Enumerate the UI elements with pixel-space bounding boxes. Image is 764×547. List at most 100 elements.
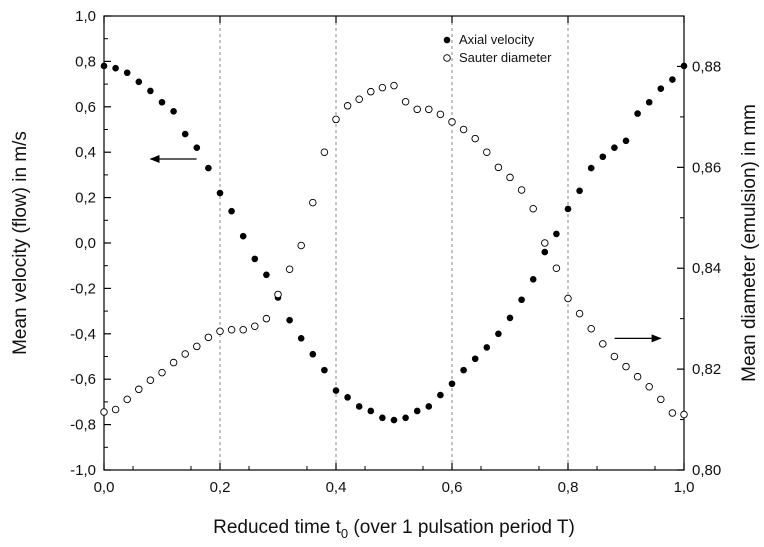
sauter-diameter-point [216, 327, 224, 336]
axial-velocity-point [321, 366, 328, 374]
sauter-diameter-point [378, 83, 387, 92]
axial-velocity-point [587, 164, 595, 172]
legend-label: Sauter diameter [459, 50, 552, 65]
sauter-diameter-point [471, 134, 479, 143]
x-tick-label: 0,4 [326, 479, 347, 496]
axial-velocity-point [402, 414, 409, 422]
sauter-diameter-point [575, 309, 584, 318]
legend-marker [443, 54, 451, 62]
legend: Axial velocity Sauter diameter [443, 32, 552, 65]
axial-velocity-point [622, 137, 630, 145]
axial-velocity-point [367, 407, 375, 415]
axial-velocity-point [251, 255, 259, 263]
x-tick-label: 0,0 [94, 479, 115, 496]
sauter-diameter-point [169, 358, 178, 367]
axial-velocity-point [123, 69, 131, 77]
sauter-diameter-point [633, 372, 642, 381]
sauter-diameter-point [413, 105, 421, 114]
sauter-diameter-point [494, 163, 503, 172]
axial-velocity-point [379, 414, 386, 422]
sauter-diameter-point [622, 362, 630, 371]
axial-velocity-point [425, 403, 433, 410]
axial-velocity-point [634, 110, 641, 117]
axial-velocity-point [437, 391, 444, 399]
axial-velocity-point [170, 108, 177, 115]
y-axis-right-title: Mean diameter (emulsion) in mm [739, 104, 760, 382]
axial-velocity-point [483, 344, 491, 351]
y-right-tick-label: 0,88 [692, 58, 721, 75]
y-left-tick-label: -0,8 [70, 417, 96, 434]
x-tick-label: 0,8 [558, 479, 579, 496]
axial-velocity-point [181, 130, 189, 138]
sauter-diameter-point [227, 326, 236, 334]
axial-velocity-point [599, 153, 607, 161]
sauter-diameter-point [193, 342, 201, 351]
plot-area [103, 15, 685, 471]
axial-velocity-point [553, 230, 560, 238]
axial-velocity-point [286, 316, 293, 324]
axial-velocity-point [657, 85, 665, 92]
axial-velocity-point [216, 189, 224, 197]
y-left-tick-label: -1,0 [70, 462, 96, 479]
sauter-diameter-point [343, 102, 352, 110]
sauter-diameter-point [680, 410, 688, 419]
y-left-tick-label: 1,0 [75, 8, 96, 25]
sauter-diameter-point [529, 204, 537, 213]
axial-velocity-point [263, 271, 270, 279]
axis-ticks: 0,0 0,2 0,4 0,6 0,8 1,0 -1,0 -0,8 -0,6 -0,4 -0,2 0,… [70, 8, 721, 496]
axial-velocity-point [332, 387, 340, 394]
axial-velocity-point [158, 98, 166, 106]
sauter-diameter-point [657, 395, 665, 404]
sauter-diameter-point [587, 325, 595, 333]
axial-velocity-point [239, 232, 247, 240]
axial-velocity-point [344, 394, 351, 401]
sauter-diameter-point [517, 186, 526, 194]
sauter-diameter-point [158, 368, 166, 377]
sauter-diameter-point [436, 110, 445, 119]
y-left-tick-label: -0,4 [70, 326, 96, 343]
axial-velocity-point [228, 207, 235, 215]
axial-velocity-point [541, 248, 549, 256]
x-axis-title-main: Reduced time t [213, 517, 342, 538]
axial-velocity-point [564, 205, 572, 213]
axial-velocity-point [471, 355, 479, 363]
sauter-diameter-point [262, 314, 271, 323]
axial-velocity-point [448, 380, 456, 388]
sauter-diameter-point [181, 350, 189, 358]
y-right-tick-label: 0,80 [692, 462, 721, 479]
sauter-diameter-point [251, 322, 259, 330]
y-left-tick-label: 0,0 [75, 235, 96, 252]
sauter-diameter-point [668, 409, 677, 417]
axial-velocity-point [112, 64, 119, 72]
sauter-diameter-point [401, 98, 410, 106]
axial-velocity-point [193, 144, 201, 151]
y-left-tick-label: -0,2 [70, 280, 96, 297]
sauter-diameter-point [645, 383, 653, 391]
axial-velocity-point [460, 366, 467, 374]
sauter-diameter-point [332, 115, 340, 124]
sauter-diameter-point [448, 118, 456, 126]
axial-velocity-point [135, 78, 143, 86]
axial-velocity-point [147, 87, 154, 95]
sauter-diameter-point [274, 290, 282, 299]
x-tick-label: 0,2 [210, 479, 231, 496]
legend-label: Axial velocity [459, 32, 535, 47]
y-left-tick-label: 0,6 [75, 99, 96, 116]
sauter-diameter-point [204, 333, 213, 342]
x-tick-label: 1,0 [674, 479, 695, 496]
sauter-diameter-point [459, 125, 468, 134]
sauter-diameter-point [367, 87, 375, 96]
sauter-diameter-point [541, 239, 549, 247]
axial-velocity-point [495, 330, 502, 338]
y-axis-left-title: Mean velocity (flow) in m/s [10, 131, 31, 355]
y-left-tick-label: 0,8 [75, 53, 96, 70]
legend-marker [443, 36, 451, 44]
x-axis-title-subscript: 0 [341, 526, 348, 541]
sauter-diameter-point [552, 264, 561, 272]
axial-velocity-point [506, 314, 514, 322]
axial-velocity-point [297, 335, 305, 342]
sauter-diameter-point [297, 241, 305, 250]
sauter-diameter-point [100, 408, 108, 416]
